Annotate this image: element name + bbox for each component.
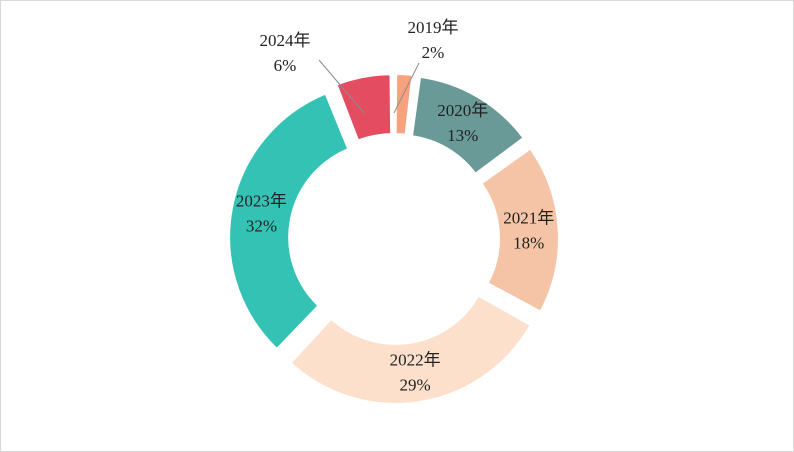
value-label-2022: 29% (400, 375, 431, 394)
slice-2021 (480, 147, 560, 313)
slice-2024 (335, 73, 393, 142)
value-label-2024: 6% (274, 56, 297, 75)
category-label-2020: 2020年 (437, 101, 488, 120)
slice-2023 (228, 92, 350, 351)
value-label-2019: 2% (422, 43, 445, 62)
leader-line-2019 (393, 62, 420, 114)
slice-2019 (394, 73, 414, 136)
category-label-2023: 2023年 (236, 192, 287, 211)
value-label-2021: 18% (513, 234, 544, 253)
category-label-2021: 2021年 (503, 209, 554, 228)
slices-group (228, 73, 560, 405)
leader-lines-group (318, 59, 420, 114)
value-label-2023: 32% (246, 217, 277, 236)
category-label-2019: 2019年 (408, 18, 459, 37)
labels-group: 2019年 2% 2020年 13% 2021年 18% 2022年 29% 2023年 32% 2… (236, 18, 554, 394)
value-label-2020: 13% (447, 126, 478, 145)
category-label-2022: 2022年 (390, 350, 441, 369)
category-label-2024: 2024年 (260, 31, 311, 50)
slice-2022 (289, 294, 532, 405)
leader-line-2024 (318, 59, 365, 114)
slice-2020 (410, 75, 525, 176)
